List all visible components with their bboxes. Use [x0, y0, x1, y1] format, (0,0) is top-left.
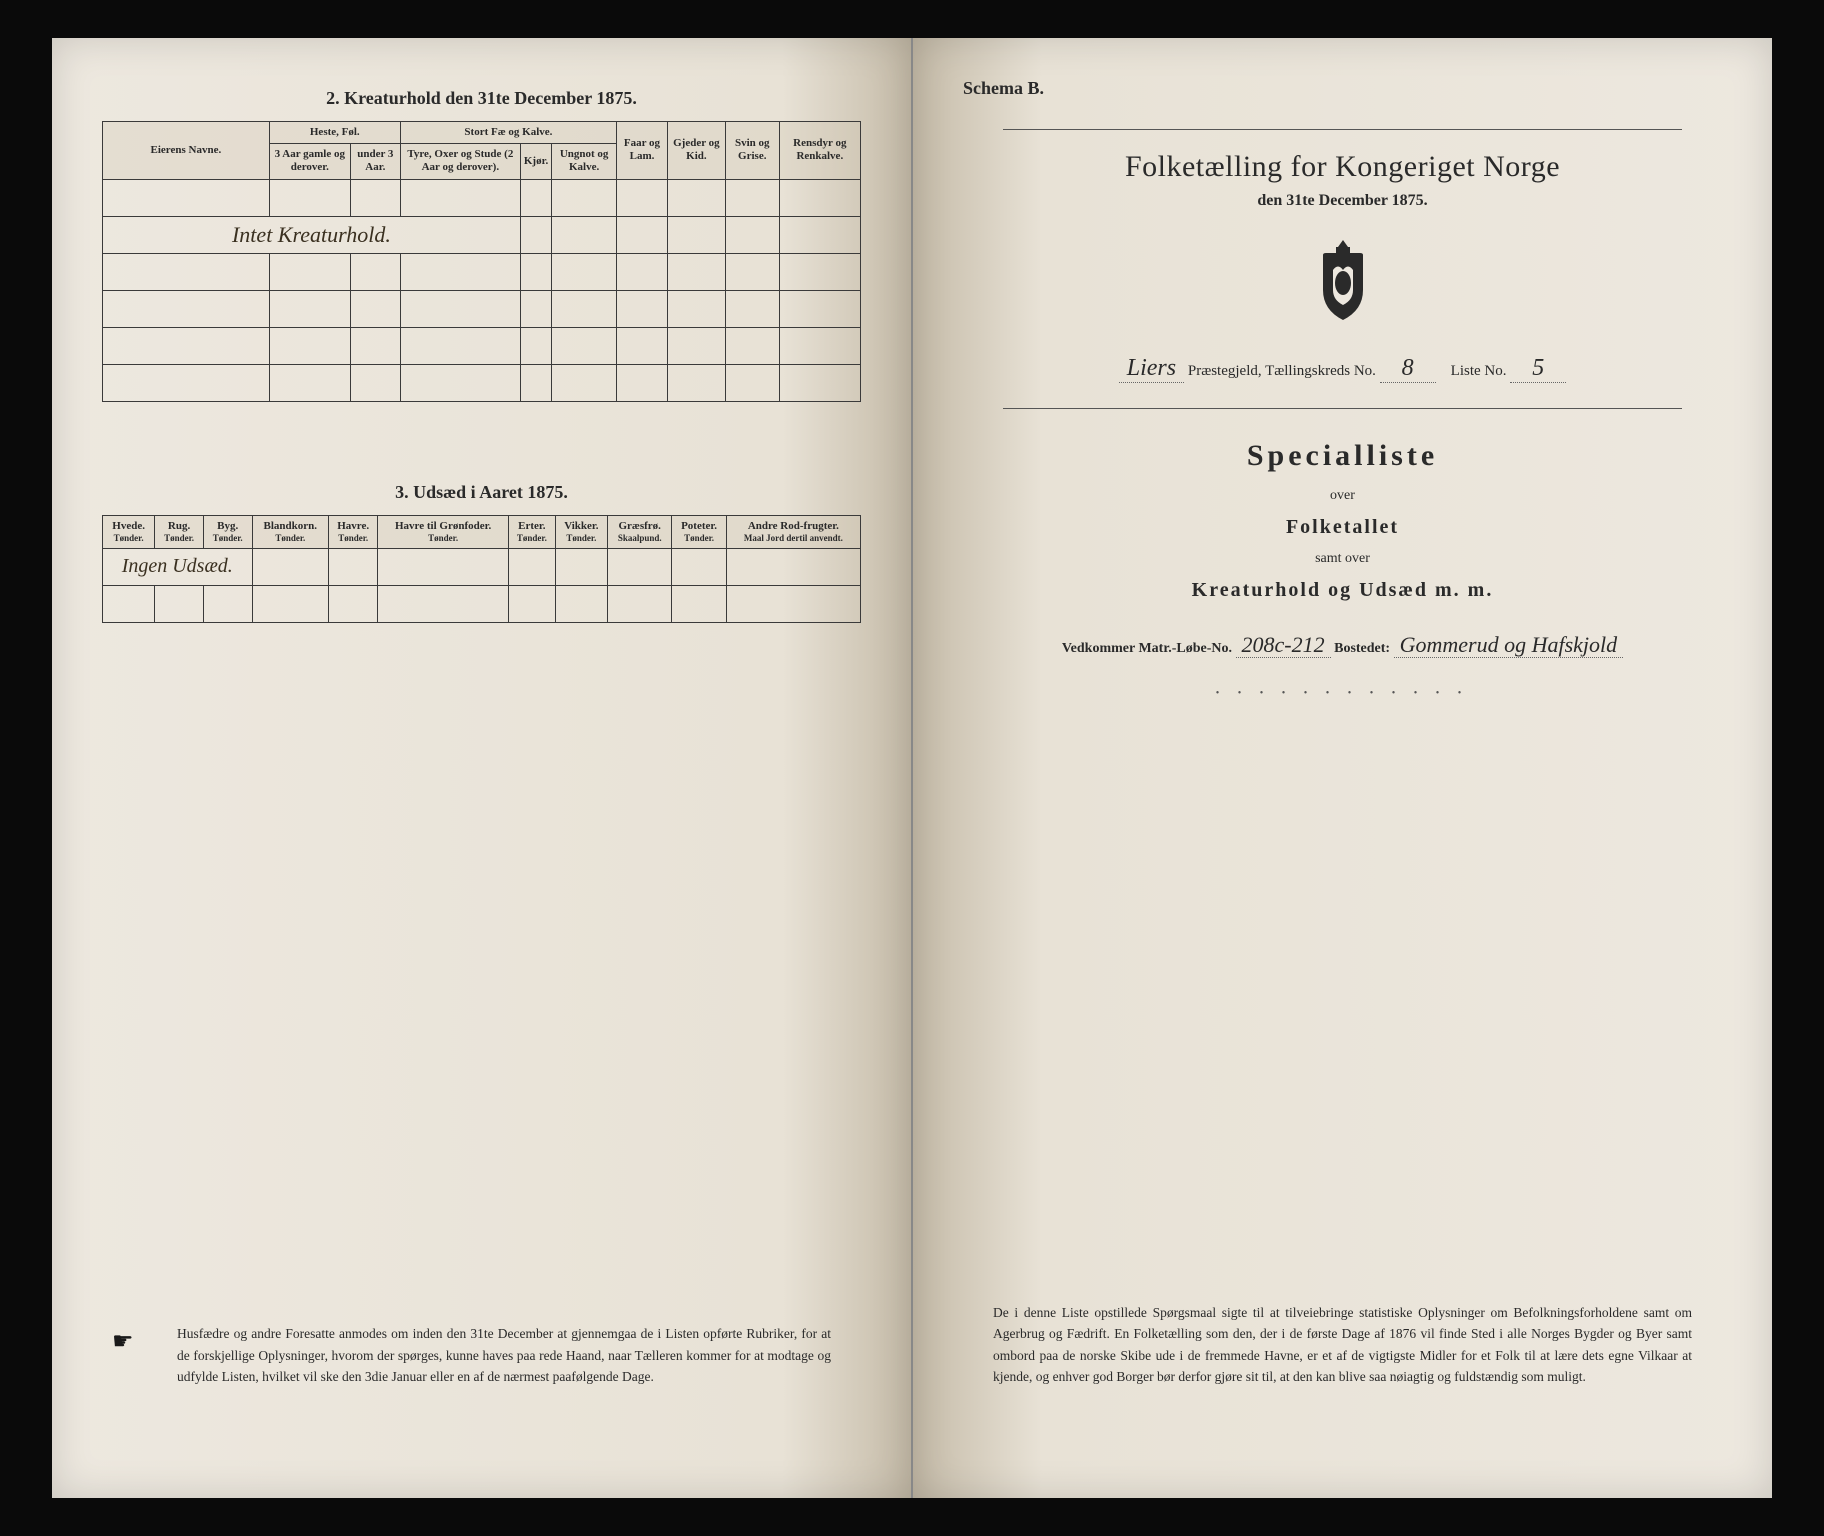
vedkommer-line: Vedkommer Matr.-Løbe-No. 208c-212 Bosted… [963, 632, 1722, 658]
vedkommer-label: Vedkommer Matr.-Løbe-No. [1062, 641, 1232, 656]
left-footer-block: ☛ Husfædre og andre Foresatte anmodes om… [112, 1323, 851, 1388]
kreaturhold-table: Eierens Navne. Heste, Føl. Stort Fæ og K… [102, 121, 861, 402]
col-ren: Rensdyr og Renkalve. [779, 122, 860, 180]
right-footer-text: De i denne Liste opstillede Spørgsmaal s… [993, 1302, 1692, 1388]
c8: Vikker.Tønder. [555, 515, 607, 548]
c2: Rug.Tønder. [155, 515, 204, 548]
main-title: Folketælling for Kongeriget Norge [963, 150, 1722, 184]
sub-date: den 31te December 1875. [963, 192, 1722, 210]
c7: Erter.Tønder. [508, 515, 555, 548]
bostedet-label: Bostedet: [1334, 641, 1390, 656]
c11: Andre Rod-frugter.Maal Jord dertil anven… [726, 515, 860, 548]
pointing-hand-icon: ☛ [112, 1323, 142, 1388]
col-svin: Svin og Grise. [725, 122, 779, 180]
table-row [103, 364, 861, 401]
parish-line: Liers Præstegjeld, Tællingskreds No. 8 L… [963, 355, 1722, 383]
table-row [103, 179, 861, 216]
section2-title: 2. Kreaturhold den 31te December 1875. [102, 88, 861, 109]
grp-stort: Stort Fæ og Kalve. [400, 122, 616, 144]
c5: Havre.Tønder. [329, 515, 378, 548]
stort-a: Tyre, Oxer og Stude (2 Aar og derover). [400, 144, 520, 179]
bostedet-name: Gommerud og Hafskjold [1394, 632, 1624, 658]
c3: Byg.Tønder. [203, 515, 252, 548]
right-footer-block: De i denne Liste opstillede Spørgsmaal s… [973, 1302, 1712, 1388]
col-gjeder: Gjeder og Kid. [667, 122, 725, 180]
col-faar: Faar og Lam. [617, 122, 668, 180]
kreatur-label: Kreaturhold og Udsæd m. m. [963, 579, 1722, 602]
liste-label: Liste No. [1451, 363, 1507, 379]
left-footer-text: Husfædre og andre Foresatte anmodes om i… [177, 1323, 831, 1388]
c4: Blandkorn.Tønder. [252, 515, 329, 548]
lobe-no: 208c-212 [1236, 632, 1331, 658]
specialliste-title: Specialliste [963, 439, 1722, 473]
kreds-no: 8 [1380, 355, 1436, 383]
schema-label: Schema B. [963, 78, 1722, 99]
udsaed-table: Hvede.Tønder. Rug.Tønder. Byg.Tønder. Bl… [102, 515, 861, 623]
handwritten-entry: Ingen Udsæd. [103, 548, 253, 585]
parish-label: Præstegjeld, Tællingskreds No. [1188, 363, 1376, 379]
c10: Poteter.Tønder. [672, 515, 726, 548]
parish-name: Liers [1119, 355, 1184, 383]
dotted-divider: • • • • • • • • • • • • [963, 688, 1722, 699]
col-owner: Eierens Navne. [103, 122, 270, 180]
c1: Hvede.Tønder. [103, 515, 155, 548]
table-row [103, 290, 861, 327]
table-row: Ingen Udsæd. [103, 548, 861, 585]
handwritten-entry: Intet Kreaturhold. [103, 216, 521, 253]
divider [1003, 129, 1682, 130]
folketallet-label: Folketallet [963, 516, 1722, 539]
table-row [103, 327, 861, 364]
c6: Havre til Grønfoder.Tønder. [378, 515, 509, 548]
liste-no: 5 [1510, 355, 1566, 383]
table-row [103, 585, 861, 622]
left-page: 2. Kreaturhold den 31te December 1875. E… [52, 38, 913, 1498]
section3-title: 3. Udsæd i Aaret 1875. [102, 482, 861, 503]
table-row [103, 253, 861, 290]
table-row: Intet Kreaturhold. [103, 216, 861, 253]
coat-of-arms-icon [963, 235, 1722, 330]
heste-a: 3 Aar gamle og derover. [269, 144, 350, 179]
grp-heste: Heste, Føl. [269, 122, 400, 144]
over-label: over [963, 488, 1722, 504]
heste-b: under 3 Aar. [350, 144, 400, 179]
stort-b: Kjør. [520, 144, 551, 179]
c9: Græsfrø.Skaalpund. [608, 515, 672, 548]
divider [1003, 408, 1682, 409]
book-spread: 2. Kreaturhold den 31te December 1875. E… [52, 38, 1772, 1498]
samt-over-label: samt over [963, 551, 1722, 567]
stort-c: Ungnot og Kalve. [552, 144, 617, 179]
right-page: Schema B. Folketælling for Kongeriget No… [913, 38, 1772, 1498]
